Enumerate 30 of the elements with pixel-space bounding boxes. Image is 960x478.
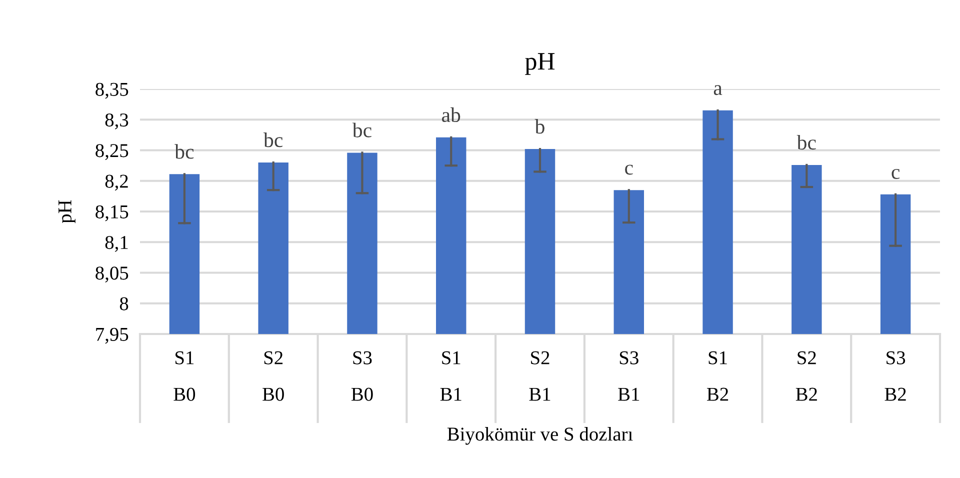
annotation: bc [174, 144, 194, 159]
y-tick-label: 8,35 [96, 82, 128, 99]
y-tick-label: 8,15 [96, 205, 128, 222]
category-label: S3 B1 [618, 351, 640, 401]
y-tick-label: 8,25 [96, 144, 128, 160]
y-tick-label: 7,95 [96, 328, 128, 344]
category-label: S2 B1 [529, 351, 550, 401]
annotation: ab [442, 107, 460, 122]
category-label: S3 B2 [884, 351, 906, 401]
category-label: S2 B2 [796, 351, 817, 401]
annotation: bc [796, 134, 816, 150]
y-axis-title: pH [58, 200, 76, 224]
annotation: c [892, 168, 900, 180]
category-label: S3 B0 [351, 351, 373, 401]
annotation: b [534, 119, 544, 134]
annotation: bc [352, 122, 372, 138]
annotation: c [625, 164, 633, 175]
y-tick-label: 8,3 [105, 113, 128, 130]
chart-title: pH [525, 53, 555, 75]
y-tick-label: 8 [120, 297, 128, 310]
annotation: bc [264, 132, 283, 148]
category-label: S1 B1 [440, 351, 462, 401]
category-label: S1 B0 [174, 351, 196, 401]
y-tick-label: 8,05 [96, 266, 128, 282]
y-tick-label: 8,2 [105, 174, 128, 191]
category-label: S1 B2 [706, 351, 728, 401]
annotation: a [714, 85, 722, 96]
x-axis-title: Biyokömür ve S dozları [447, 427, 633, 445]
y-tick-label: 8,1 [105, 236, 128, 252]
category-label: S2 B0 [262, 351, 284, 401]
